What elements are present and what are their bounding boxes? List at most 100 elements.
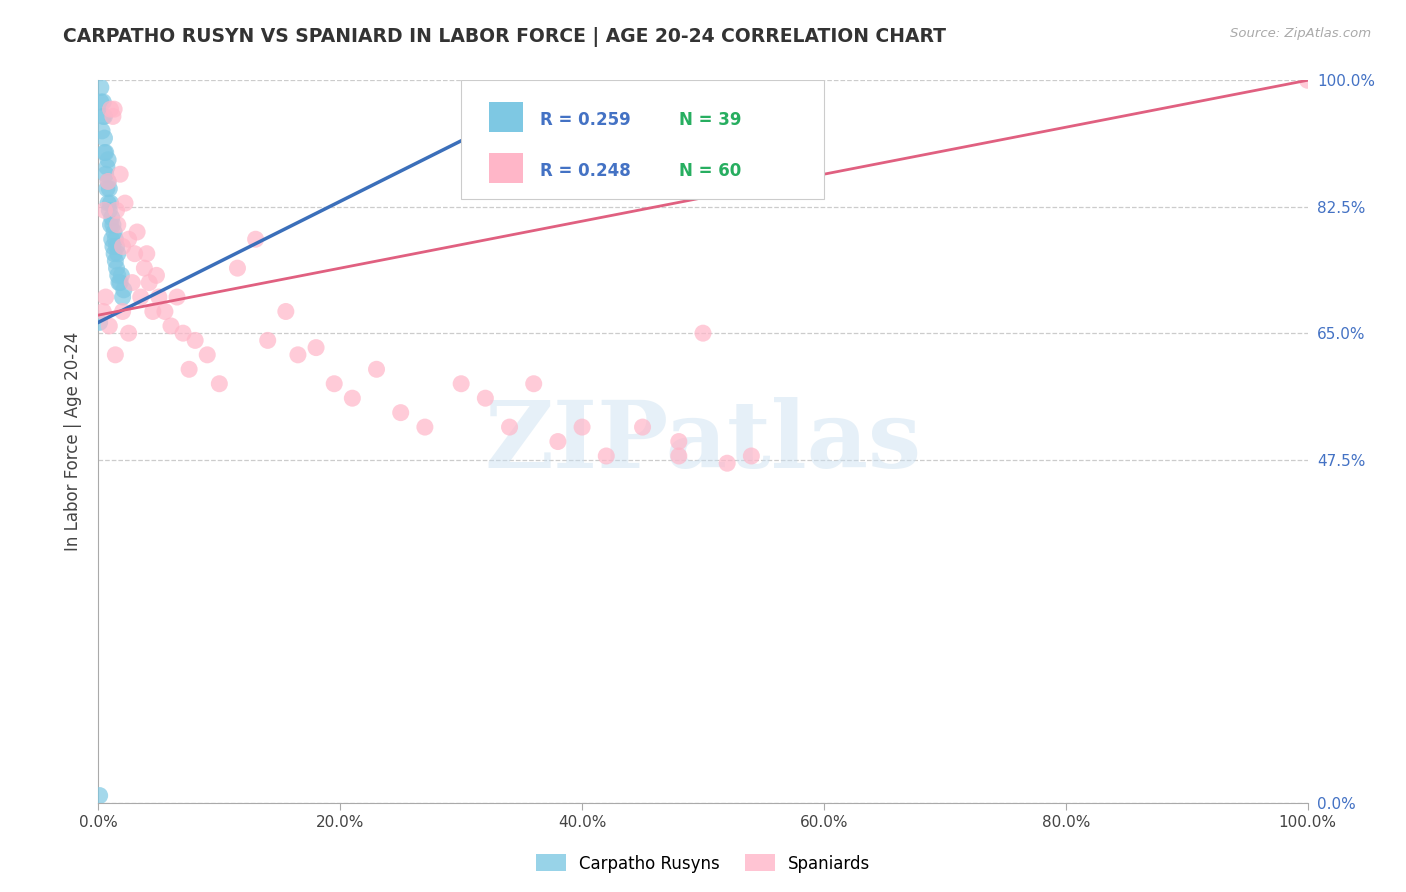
Point [184,334,207,348]
Point [98,182,121,196]
Point [101,110,124,124]
Point [148,290,170,304]
Point [114,196,136,211]
Point [108,167,131,181]
Point [692,326,714,340]
Point [100,196,122,211]
Text: N = 39: N = 39 [679,111,741,129]
Point [142,304,165,318]
Y-axis label: In Labor Force | Age 20-24: In Labor Force | Age 20-24 [63,332,82,551]
Point [91,124,114,138]
Point [127,225,149,239]
Point [138,276,160,290]
Point [97,174,120,188]
Point [98,203,121,218]
Point [118,326,141,340]
Point [105,261,128,276]
Point [112,283,135,297]
Point [716,456,738,470]
Point [94,167,117,181]
Point [108,276,131,290]
Text: N = 60: N = 60 [679,161,741,179]
Point [107,218,129,232]
Point [121,276,143,290]
Point [91,304,114,318]
Point [571,420,593,434]
Point [103,102,125,116]
Point [1296,73,1319,87]
Point [389,406,412,420]
Point [135,246,157,260]
Point [342,391,364,405]
Point [94,145,117,160]
Point [172,326,194,340]
Text: CARPATHO RUSYN VS SPANIARD IN LABOR FORCE | AGE 20-24 CORRELATION CHART: CARPATHO RUSYN VS SPANIARD IN LABOR FORC… [63,27,946,46]
Point [166,290,188,304]
Point [631,420,654,434]
Point [93,203,115,218]
Point [740,449,762,463]
Point [100,211,122,225]
Point [571,73,593,87]
Point [413,420,436,434]
Point [108,276,131,290]
Point [91,110,114,124]
Point [226,261,249,276]
Point [160,318,183,333]
Point [323,376,346,391]
Point [134,261,156,276]
Point [245,232,267,246]
FancyBboxPatch shape [489,153,523,183]
Text: Source: ZipAtlas.com: Source: ZipAtlas.com [1230,27,1371,40]
Point [96,182,118,196]
Point [101,239,124,253]
Point [93,145,115,160]
Point [145,268,167,283]
Point [118,232,141,246]
Point [90,80,112,95]
Point [97,174,120,188]
Point [91,95,114,109]
Point [111,239,134,253]
Point [450,376,472,391]
Point [498,420,520,434]
Point [103,246,125,260]
Point [668,449,690,463]
Point [97,153,120,167]
Text: ZIPatlas: ZIPatlas [485,397,921,486]
Point [474,391,496,405]
Point [124,246,146,260]
Point [547,434,569,449]
Point [129,290,152,304]
Text: R = 0.248: R = 0.248 [540,161,630,179]
Point [101,218,124,232]
FancyBboxPatch shape [489,102,523,132]
Point [107,246,129,260]
Point [100,232,122,246]
Point [668,434,690,449]
Point [595,449,617,463]
Point [104,232,127,246]
Point [287,348,309,362]
Point [107,268,129,283]
Point [195,348,218,362]
Point [100,102,122,116]
Point [98,318,121,333]
Point [93,110,115,124]
Point [256,334,278,348]
Point [90,95,112,109]
Point [274,304,297,318]
Point [366,362,388,376]
Point [105,239,128,253]
FancyBboxPatch shape [461,80,824,200]
Point [94,290,117,304]
Point [104,253,127,268]
Point [93,131,115,145]
Text: R = 0.259: R = 0.259 [540,111,630,129]
Legend: Carpatho Rusyns, Spaniards: Carpatho Rusyns, Spaniards [529,847,877,880]
Point [89,315,111,329]
Point [111,304,134,318]
Point [96,160,118,174]
Point [305,341,328,355]
Point [97,196,120,211]
